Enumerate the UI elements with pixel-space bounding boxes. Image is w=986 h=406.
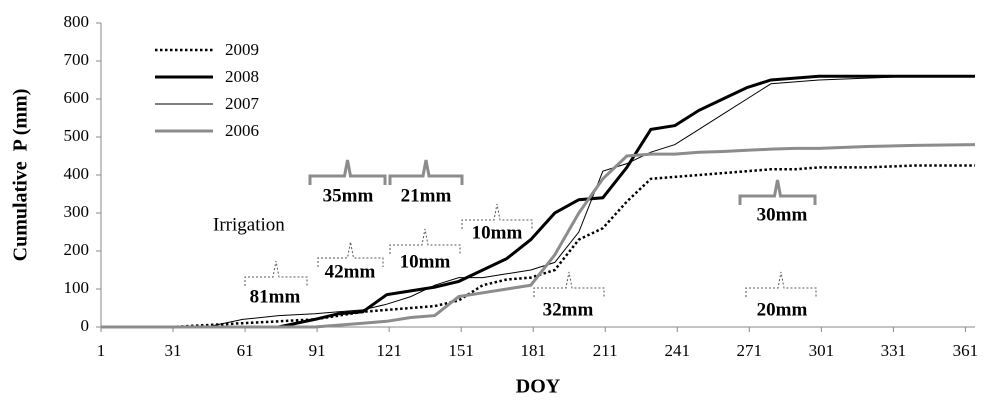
annotation-bracket bbox=[244, 260, 308, 286]
irrigation-label: Irrigation bbox=[213, 214, 285, 235]
x-tick-label: 181 bbox=[520, 341, 546, 360]
annotation-label: 35mm bbox=[323, 185, 374, 206]
x-tick-label: 31 bbox=[165, 341, 182, 360]
legend-label: 2009 bbox=[225, 40, 259, 59]
y-tick-label: 0 bbox=[81, 316, 90, 335]
legend-label: 2008 bbox=[225, 67, 259, 86]
annotation-bracket bbox=[738, 179, 817, 205]
series-line bbox=[101, 164, 975, 329]
annotation-bracket bbox=[308, 159, 387, 185]
x-tick-label: 301 bbox=[809, 341, 835, 360]
x-tick-label: 271 bbox=[737, 341, 763, 360]
annotation-bracket bbox=[317, 241, 384, 267]
annotation-label: 32mm bbox=[543, 299, 594, 320]
x-tick-label: 1 bbox=[97, 341, 106, 360]
x-tick-label: 121 bbox=[376, 341, 402, 360]
y-tick-label: 300 bbox=[64, 202, 90, 221]
annotation-label: 20mm bbox=[757, 299, 808, 320]
annotation-bracket bbox=[533, 271, 605, 297]
x-tick-label: 361 bbox=[953, 341, 979, 360]
x-tick-label: 331 bbox=[881, 341, 907, 360]
annotation-bracket bbox=[388, 159, 464, 185]
x-tick-label: 241 bbox=[665, 341, 691, 360]
annotation-bracket bbox=[389, 228, 461, 254]
legend-label: 2007 bbox=[225, 94, 260, 113]
y-tick-label: 600 bbox=[64, 88, 90, 107]
y-axis-label: Cumulative P (mm) bbox=[10, 89, 32, 262]
annotation-label: 10mm bbox=[400, 251, 451, 272]
annotation-label: 81mm bbox=[250, 286, 301, 307]
series-line bbox=[101, 74, 975, 329]
annotation-label: 10mm bbox=[472, 222, 523, 243]
y-tick-label: 200 bbox=[64, 240, 90, 259]
legend-label: 2006 bbox=[225, 121, 259, 140]
x-tick-label: 151 bbox=[448, 341, 474, 360]
annotation-bracket bbox=[461, 203, 533, 229]
series-line bbox=[101, 75, 975, 328]
annotation-label: 42mm bbox=[325, 261, 376, 282]
annotation-label: 30mm bbox=[757, 204, 808, 225]
y-tick-label: 800 bbox=[64, 12, 90, 31]
y-tick-label: 100 bbox=[64, 278, 90, 297]
x-tick-label: 211 bbox=[593, 341, 618, 360]
x-axis-label: DOY bbox=[516, 376, 561, 398]
x-tick-label: 61 bbox=[237, 341, 254, 360]
annotation-label: 21mm bbox=[401, 185, 452, 206]
annotation-bracket bbox=[745, 271, 817, 297]
y-tick-label: 700 bbox=[64, 50, 90, 69]
y-tick-label: 400 bbox=[64, 164, 90, 183]
series-line bbox=[101, 143, 976, 329]
x-tick-label: 91 bbox=[309, 341, 326, 360]
y-tick-label: 500 bbox=[64, 126, 90, 145]
